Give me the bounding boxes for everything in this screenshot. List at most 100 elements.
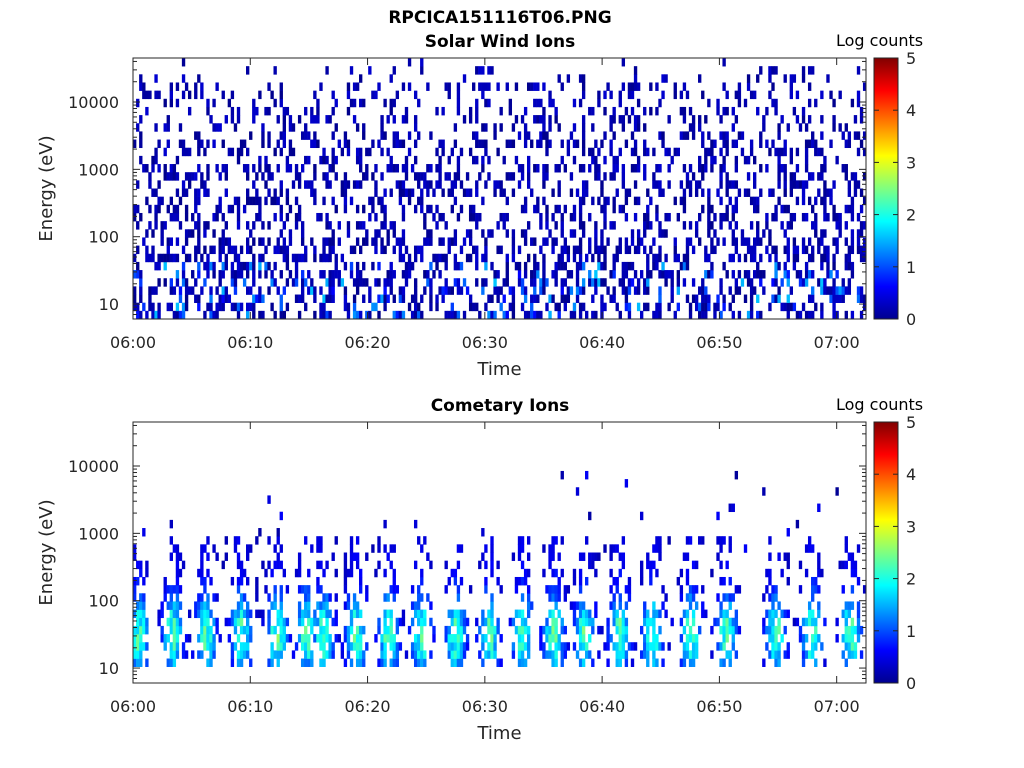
heatmap-cell (230, 115, 235, 124)
heatmap-cell (252, 106, 256, 116)
heatmap-cell (575, 245, 580, 255)
heatmap-cell (255, 106, 259, 116)
heatmap-cell (734, 470, 739, 480)
heatmap-cell (792, 253, 797, 263)
heatmap-cell (777, 155, 781, 165)
heatmap-cell (355, 552, 360, 561)
heatmap-cell (615, 576, 619, 586)
heatmap-cell (389, 642, 393, 651)
heatmap-cell (679, 131, 684, 140)
heatmap-cell (569, 131, 574, 140)
heatmap-cell (413, 302, 418, 312)
heatmap-cell (401, 204, 406, 214)
heatmap-cell (435, 164, 439, 173)
heatmap-cell (420, 196, 424, 206)
heatmap-cell (279, 82, 283, 91)
heatmap-cell (804, 278, 809, 287)
heatmap-cell (261, 294, 265, 303)
heatmap-cell (389, 155, 393, 165)
heatmap-cell (142, 601, 146, 610)
heatmap-cell (734, 617, 739, 627)
heatmap-cell (795, 245, 800, 255)
heatmap-cell (627, 593, 632, 602)
heatmap-cell (355, 261, 360, 271)
heatmap-cell (462, 278, 467, 287)
heatmap-cell (792, 180, 797, 189)
heatmap-cell (520, 172, 525, 181)
heatmap-cell (249, 609, 253, 619)
heatmap-cell (548, 294, 552, 303)
heatmap-cell (157, 617, 161, 627)
heatmap-cell (554, 593, 558, 602)
heatmap-cell (444, 82, 448, 91)
heatmap-cell (349, 270, 354, 279)
heatmap-cell (478, 82, 482, 91)
heatmap-cell (340, 180, 345, 189)
heatmap-cell (221, 245, 225, 255)
heatmap-cell (676, 212, 680, 222)
heatmap-cell (160, 221, 164, 230)
heatmap-cell (661, 229, 665, 238)
heatmap-cell (786, 237, 790, 246)
heatmap-cell (163, 585, 167, 594)
heatmap-cell (331, 164, 335, 173)
heatmap-cell (310, 544, 314, 553)
heatmap-cell (862, 131, 867, 140)
heatmap-cell (832, 278, 836, 287)
heatmap-cell (154, 155, 158, 165)
heatmap-cell (392, 568, 396, 578)
heatmap-cell (554, 221, 558, 230)
heatmap-cell (673, 237, 677, 246)
heatmap-cell (441, 106, 445, 116)
heatmap-cell (435, 204, 439, 214)
heatmap-cell (181, 139, 186, 149)
heatmap-cell (539, 212, 543, 222)
heatmap-cell (380, 147, 384, 157)
heatmap-cell (246, 642, 250, 651)
heatmap-cell (786, 278, 790, 287)
heatmap-cell (823, 204, 827, 214)
heatmap-cell (328, 237, 332, 246)
heatmap-cell (850, 601, 855, 610)
heatmap-cell (792, 237, 797, 246)
heatmap-cell (249, 634, 253, 643)
heatmap-cell (368, 310, 372, 320)
heatmap-cell (496, 576, 500, 586)
heatmap-cell (273, 585, 277, 594)
heatmap-cell (511, 642, 516, 651)
heatmap-cell (340, 642, 345, 651)
heatmap-cell (484, 237, 488, 246)
heatmap-cell (273, 66, 277, 75)
heatmap-cell (359, 155, 363, 165)
heatmap-cell (322, 237, 326, 246)
heatmap-cell (285, 302, 290, 312)
heatmap-cell (597, 196, 601, 206)
heatmap-cell (417, 131, 421, 140)
heatmap-cell (401, 82, 406, 91)
heatmap-cell (548, 123, 552, 132)
heatmap-cell (282, 123, 286, 132)
heatmap-cell (844, 310, 848, 320)
heatmap-cell (294, 212, 299, 222)
heatmap-cell (276, 164, 280, 173)
heatmap-cell (774, 625, 778, 635)
colorbar-tick-label: 5 (906, 49, 916, 68)
heatmap-cell (850, 568, 855, 578)
heatmap-cell (835, 221, 839, 230)
heatmap-cell (807, 294, 812, 303)
heatmap-cell (249, 261, 253, 271)
heatmap-cell (774, 294, 778, 303)
heatmap-cell (395, 650, 400, 659)
heatmap-cell (276, 609, 280, 619)
heatmap-cell (798, 123, 803, 132)
heatmap-cell (774, 270, 778, 279)
heatmap-cell (142, 528, 146, 537)
heatmap-cell (774, 278, 778, 287)
heatmap-cell (756, 237, 760, 246)
heatmap-cell (804, 180, 809, 189)
heatmap-cell (731, 617, 735, 627)
heatmap-cell (166, 585, 170, 594)
heatmap-cell (352, 302, 357, 312)
heatmap-cell (456, 634, 461, 643)
heatmap-cell (664, 229, 668, 238)
